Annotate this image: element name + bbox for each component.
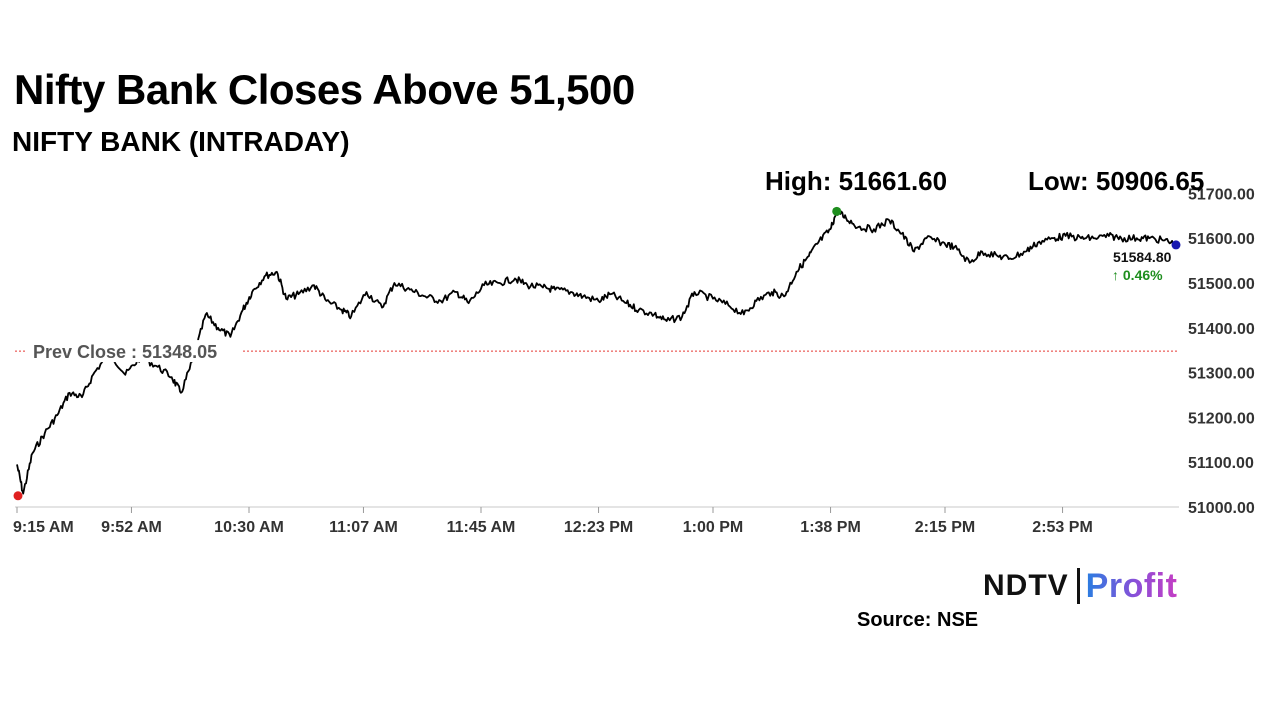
prev-close-label-bg [26,340,242,363]
y-tick-label: 51500.00 [1188,276,1255,293]
y-tick-label: 51600.00 [1188,231,1255,248]
logo-ndtv-text: NDTV [983,569,1069,602]
x-tick-label: 2:53 PM [1032,519,1092,536]
ndtv-profit-logo: NDTV Profit [983,566,1177,606]
logo-profit-text: Profit [1085,566,1178,605]
start-marker [13,491,23,501]
price-line [16,209,1178,495]
x-tick-label: 2:15 PM [915,519,975,536]
x-tick-label: 10:30 AM [214,519,284,536]
high-label: High: 51661.60 [765,166,948,196]
x-tick-label: 11:07 AM [329,519,398,536]
x-tick-label: 12:23 PM [564,519,633,536]
y-tick-label: 51700.00 [1188,186,1255,203]
chart-subtitle: NIFTY BANK (INTRADAY) [12,126,350,157]
source-note: Source: NSE [857,609,979,631]
last-price-marker [1171,240,1181,250]
y-tick-label: 51000.00 [1188,500,1255,517]
prev-close-label: Prev Close : 51348.05 [33,342,217,362]
x-tick-label: 9:15 AM [13,519,74,536]
logo-divider [1076,568,1080,604]
x-tick-label: 1:38 PM [800,519,860,536]
x-tick-label: 9:52 AM [101,519,162,536]
y-tick-label: 51300.00 [1188,366,1255,383]
last-price-label: 51584.80 [1113,249,1172,265]
x-tick-label: 1:00 PM [683,519,743,536]
high-marker [832,206,842,216]
low-label: Low: 50906.65 [1028,166,1205,196]
headline: Nifty Bank Closes Above 51,500 [14,66,635,113]
y-tick-label: 51100.00 [1188,455,1254,472]
y-tick-label: 51200.00 [1188,410,1255,427]
y-tick-label: 51400.00 [1188,321,1255,338]
change-label: ↑ 0.46% [1112,267,1163,283]
x-tick-label: 11:45 AM [447,519,516,536]
